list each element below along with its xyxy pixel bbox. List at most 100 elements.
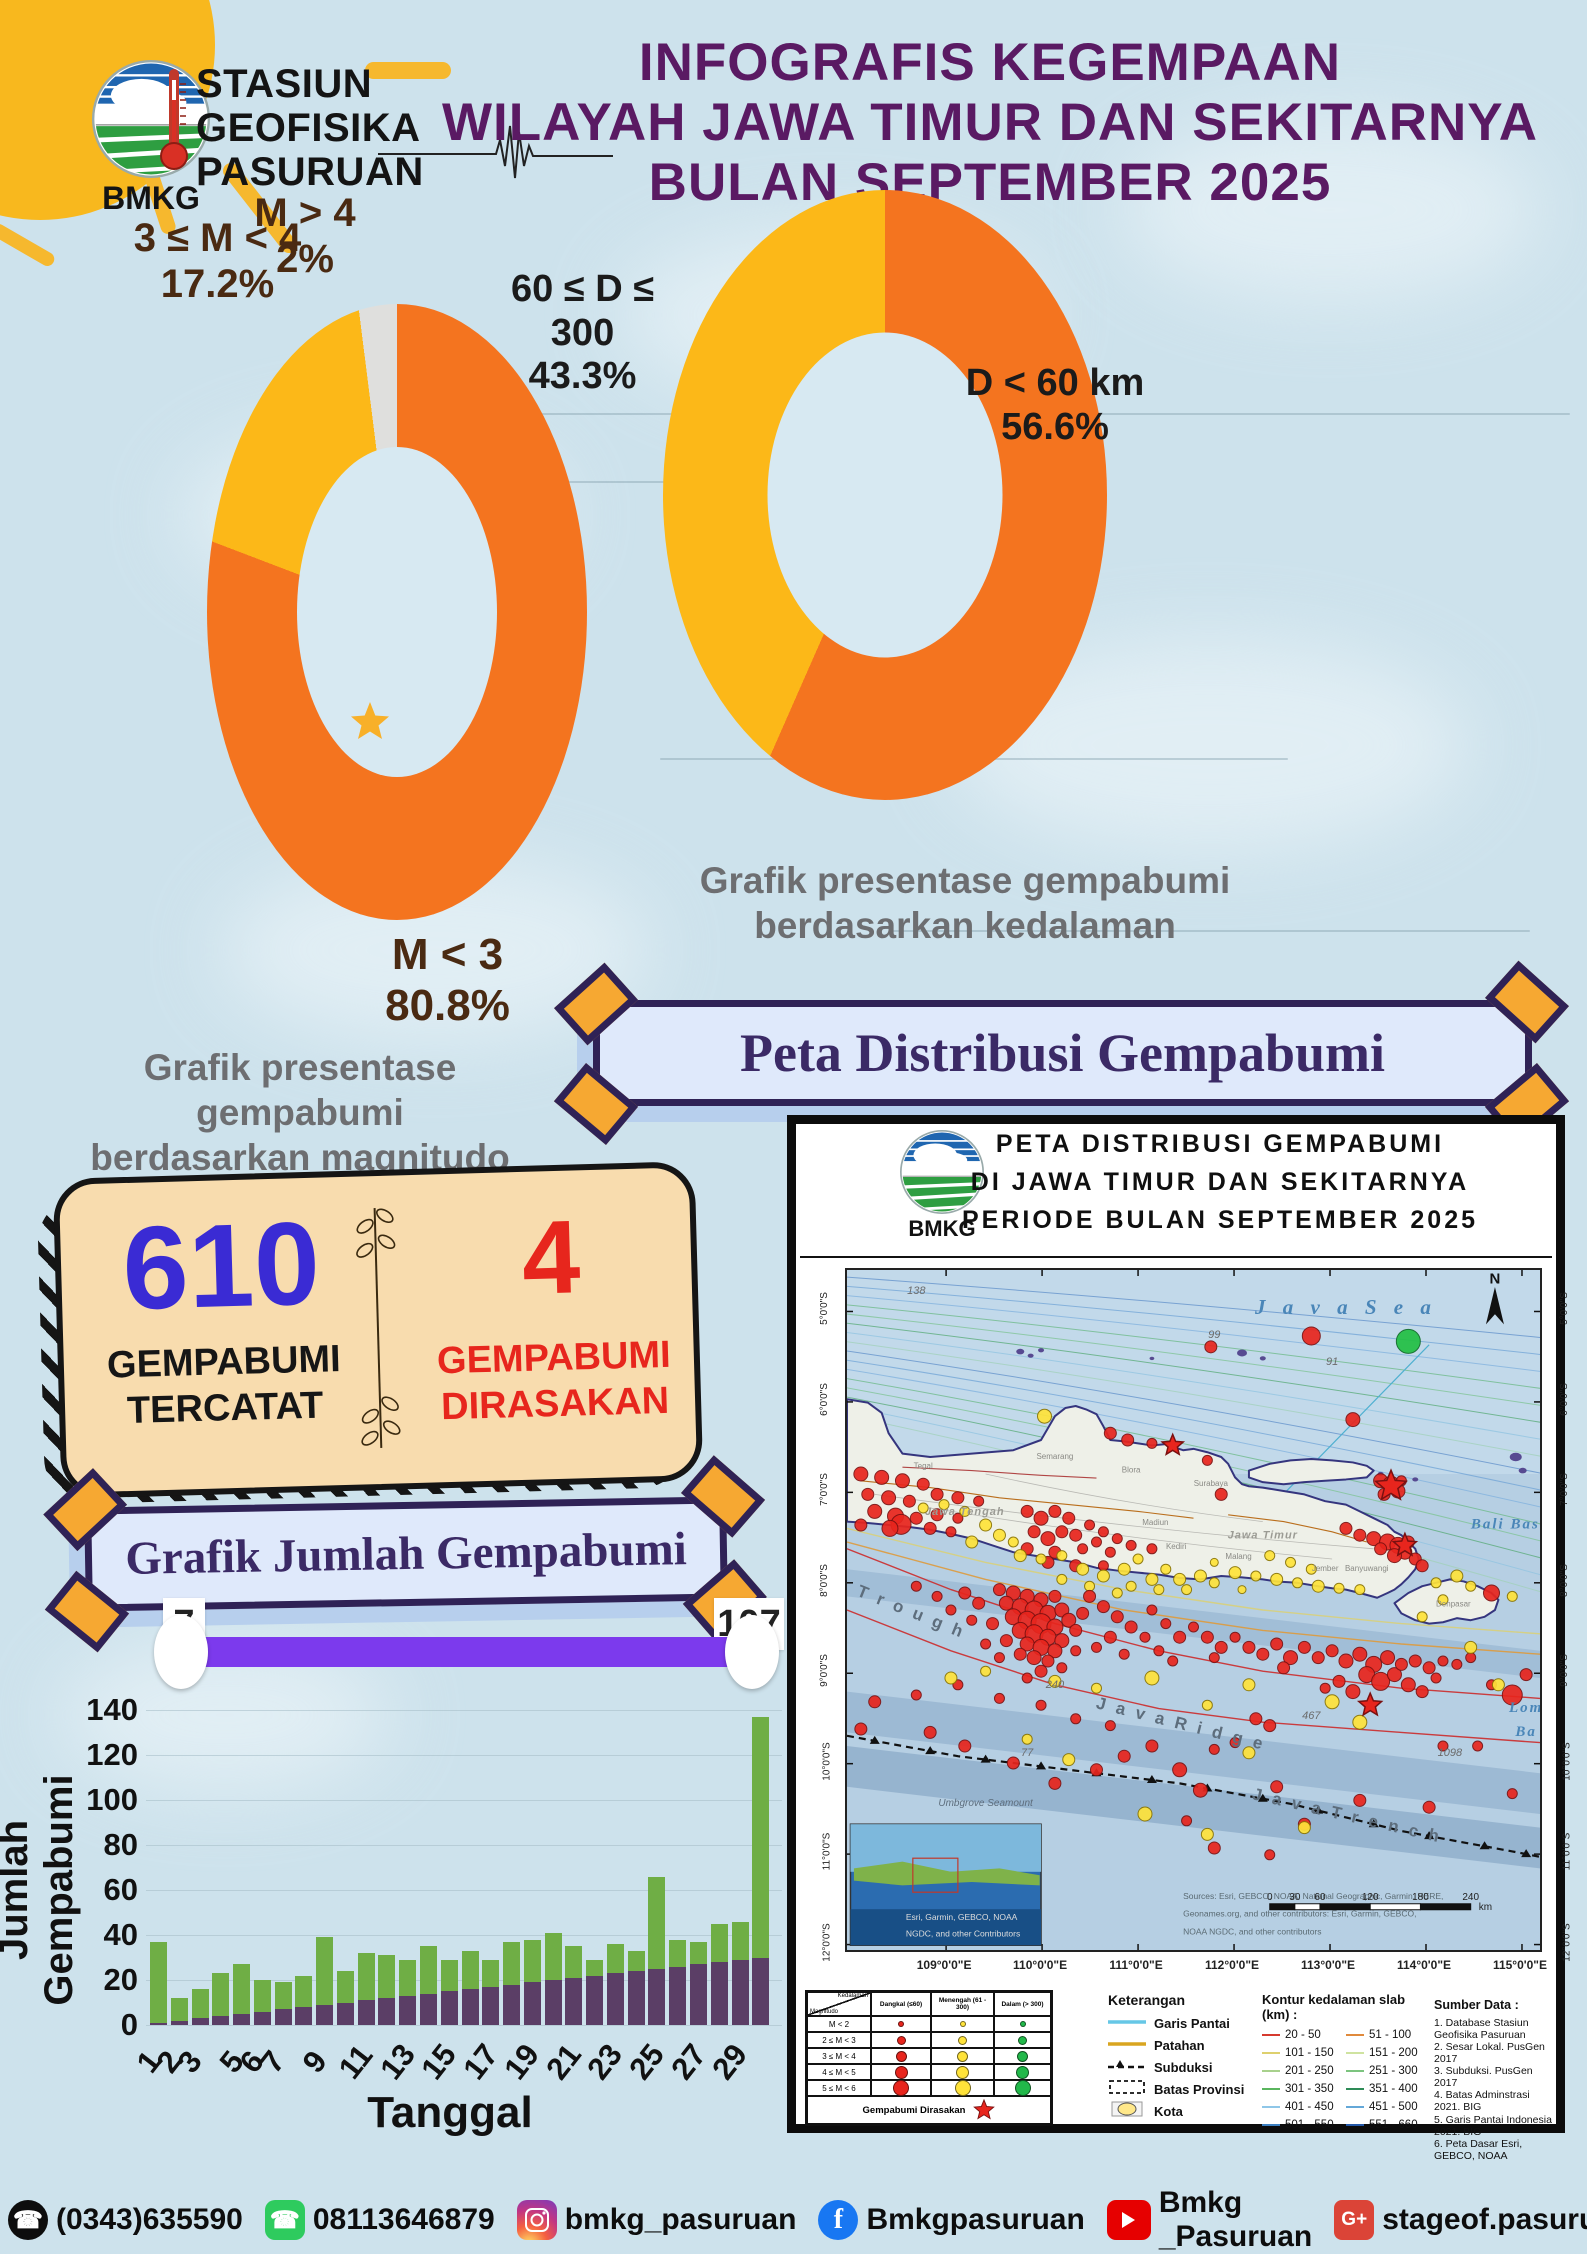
earthquake-dot [1013,1647,1027,1661]
kontur-item: 51 - 100 [1346,2026,1430,2044]
latitude-label: 6°0'0"S [818,1383,830,1416]
earthquake-dot [1345,1684,1361,1700]
earthquake-dot [1062,1753,1076,1767]
bar-segment-green [690,1941,708,1965]
map-title-divider [800,1256,1552,1258]
earthquake-dot [1415,1559,1429,1573]
bar-segment-purple [710,1962,728,2025]
page-title-line: INFOGRAFIS KEGEMPAAN [638,33,1342,92]
kontur-item: 401 - 450 [1262,2098,1346,2116]
earthquake-dot [923,1725,937,1739]
kontur-range: 201 - 250 [1285,2065,1334,2077]
map-label: Kediri [1166,1542,1187,1551]
x-axis-title: Tanggal [367,2088,533,2137]
recorded-count: 610 [120,1197,322,1336]
bar-segment-green [295,1975,313,2007]
bar-chart-banner: Grafik Jumlah Gempabumi [43,1455,767,1653]
range-slider-handle-left[interactable] [154,1615,208,1689]
footer-item-facebook[interactable]: f Bmkgpasuruan [818,2200,1085,2240]
earthquake-dot [1333,1582,1345,1594]
keterangan-title: Keterangan [1108,1992,1186,2008]
earthquake-dot [998,1595,1014,1611]
earthquake-dot [1256,1647,1270,1661]
earthquake-dot [1380,1650,1396,1666]
earthquake-dot [1451,1658,1463,1670]
bar-segment-purple [586,1975,604,2025]
earthquake-dot [1145,1572,1159,1586]
bar-segment-purple [274,2009,292,2025]
earthquake-dot [1026,1650,1042,1666]
earthquake-dot [1096,1569,1110,1583]
earthquake-dot [1465,1652,1477,1664]
map-label: Blora [1122,1466,1141,1475]
footer-item-instagram[interactable]: bmkg_pasuruan [516,2200,796,2240]
earthquake-dot [1200,1827,1214,1841]
earthquake-dot [945,1604,957,1616]
depth-donut-chart [663,190,1107,800]
earthquake-dot [1034,1664,1048,1678]
earthquake-dot [944,1671,958,1685]
bar-segment-green [523,1939,541,1983]
latitude-label: 9°0'0"S [818,1654,830,1688]
magnitude-caption: Grafik presentase gempabumi berdasarkan … [90,1047,510,1179]
range-slider-handle-right[interactable] [725,1615,779,1689]
earthquake-dot [1437,1655,1449,1667]
earthquake-dot [1137,1806,1153,1822]
earthquake-dot [1297,1821,1311,1835]
bar-segment-green [544,1932,562,1980]
footer-item-whatsapp[interactable]: ☎ 08113646879 [264,2200,495,2240]
earthquake-dot [979,1518,993,1532]
earthquake-dot [1090,1536,1102,1548]
scalebar-tick: 0 [1267,1892,1273,1903]
kontur-item: 201 - 250 [1262,2062,1346,2080]
earthquake-dot [1339,1521,1353,1535]
cloud-seam-line [890,930,1530,932]
map-title-line: DI JAWA TIMUR DAN SEKITARNYA [970,1168,1470,1196]
kontur-range: 51 - 100 [1369,2029,1412,2041]
bar-segment-green [336,1971,354,2003]
earthquake-dot [1291,1577,1303,1589]
earthquake-dot [868,1695,882,1709]
legend-felt-row: Gempabumi Dirasakan [807,2096,1051,2124]
kontur-item: 501 - 550 [1262,2116,1346,2134]
kontur-range: 101 - 150 [1285,2047,1334,2059]
bar-chart-banner-label: Grafik Jumlah Gempabumi [124,1523,688,1585]
earthquake-dot [1104,1720,1116,1732]
earthquake-dot [986,1617,1000,1631]
map-label: Semarang [1036,1452,1073,1461]
earthquake-dot [1305,1563,1317,1575]
bmkg-logo-label: BMKG [102,180,200,216]
footer-item-phone[interactable]: ☎ (0343)635590 [8,2200,243,2240]
earthquake-dot [1371,1671,1391,1691]
earthquake-dot [1090,1682,1102,1694]
earthquake-dot [1048,1504,1062,1518]
footer-item-gplus[interactable]: G+stageof.pasuruan@bmkg.go.id [1334,2200,1587,2240]
earthquake-dot [1204,1340,1218,1354]
earthquake-dot [959,1505,971,1517]
earthquake-dot [945,1526,957,1538]
bar-segment-green [191,1989,209,2019]
earthquake-dot [958,1586,972,1600]
earthquake-dot [1033,1510,1049,1526]
earthquake-dot [1020,1504,1034,1518]
kontur-range: 451 - 500 [1369,2101,1418,2113]
page-title-line: BULAN SEPTEMBER 2025 [648,153,1332,212]
bar-segment-purple [523,1982,541,2025]
earthquake-dot [1450,1569,1464,1583]
latitude-label: 6°0'0"S [1558,1383,1570,1416]
sumber-item: 2. Sesar Lokal. PusGen 2017 [1434,2041,1545,2066]
keterangan-label: Garis Pantai [1154,2015,1230,2031]
map-label: J a v a S e a [1254,1295,1437,1319]
earthquake-dot [1125,1539,1137,1551]
earthquake-dot [1338,1653,1354,1669]
earthquake-dot [1311,1651,1325,1665]
footer-item-youtube[interactable]: Bmkg _Pasuruan [1106,2186,1312,2254]
bar-segment-green [482,1959,500,1987]
bar-segment-purple [627,1971,645,2025]
kontur-item: 20 - 50 [1262,2026,1346,2044]
earthquake-dot [1354,1584,1366,1596]
earthquake-dot [1193,1569,1207,1583]
inset-credit: NGDC, and other Contributors [906,1928,1020,1938]
range-slider-track[interactable] [180,1637,753,1667]
